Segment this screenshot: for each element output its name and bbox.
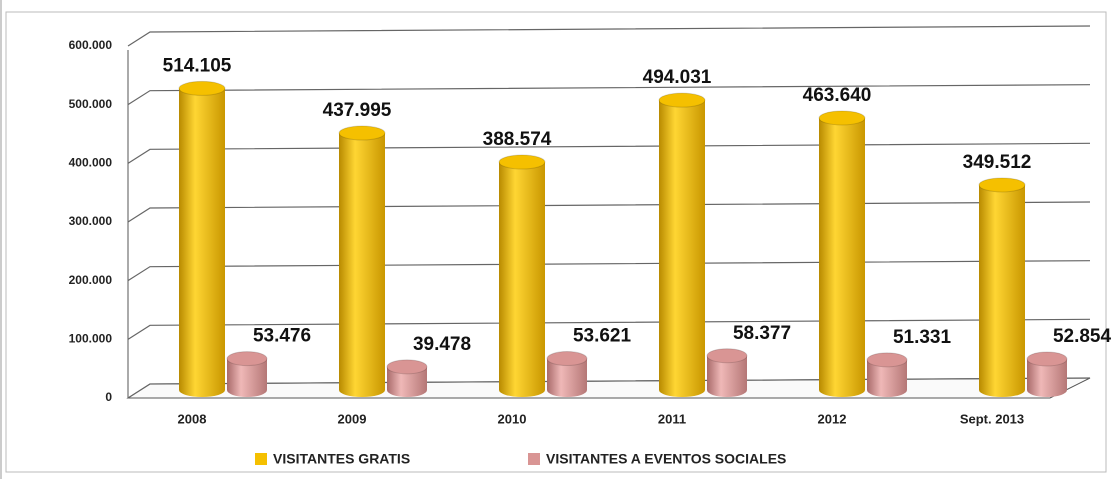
- bar-bottom: [819, 383, 865, 397]
- bar: [226, 351, 268, 397]
- x-tick-label: 2009: [338, 411, 367, 426]
- y-tick-label: 100.000: [69, 332, 113, 346]
- bar: [386, 359, 428, 397]
- bar-bottom: [339, 383, 385, 397]
- bar-top: [818, 110, 866, 126]
- bar-body: [499, 162, 545, 390]
- y-tick-label: 500.000: [69, 97, 113, 111]
- grid-line: [127, 201, 1091, 223]
- legend-label: VISITANTES A EVENTOS SOCIALES: [546, 451, 786, 467]
- legend-swatch: [528, 453, 540, 465]
- bar-top: [546, 351, 588, 367]
- grid-line: [127, 84, 1091, 106]
- bar: [866, 352, 908, 397]
- bar-top: [1026, 351, 1068, 367]
- bar-body: [819, 117, 865, 390]
- value-label: 437.995: [323, 100, 392, 121]
- x-tick-label: 2008: [178, 411, 207, 426]
- bar: [978, 177, 1026, 397]
- bar-bottom: [227, 383, 267, 397]
- bar: [178, 80, 226, 397]
- y-tick-label: 600.000: [69, 38, 113, 52]
- y-tick-label: 0: [105, 390, 112, 404]
- bar-body: [979, 184, 1025, 390]
- value-label: 52.854: [1053, 326, 1112, 347]
- bar-bottom: [707, 383, 747, 397]
- bar-body: [179, 88, 225, 391]
- grid-line: [127, 142, 1091, 164]
- legend-swatch: [255, 453, 267, 465]
- bar-top: [978, 177, 1026, 193]
- value-label: 494.031: [643, 67, 712, 88]
- bar-top: [178, 80, 226, 96]
- value-label: 39.478: [413, 334, 471, 355]
- legend-label: VISITANTES GRATIS: [273, 451, 410, 467]
- bar-bottom: [867, 383, 907, 397]
- bar: [498, 154, 546, 397]
- bar-top: [226, 351, 268, 367]
- grid-line: [127, 377, 1091, 399]
- bar-bottom: [179, 383, 225, 397]
- bar: [818, 110, 866, 397]
- bar: [1026, 351, 1068, 397]
- bar-top: [338, 125, 386, 141]
- value-label: 53.621: [573, 326, 632, 347]
- y-tick-label: 200.000: [69, 273, 113, 287]
- y-tick-label: 400.000: [69, 156, 113, 170]
- bar-top: [658, 92, 706, 108]
- bar-bottom: [659, 383, 705, 397]
- bar-top: [706, 348, 748, 364]
- bar-bottom: [499, 383, 545, 397]
- y-tick-label: 300.000: [69, 214, 113, 228]
- bar-bottom: [547, 383, 587, 397]
- x-tick-label: Sept. 2013: [960, 411, 1024, 426]
- value-label: 349.512: [963, 152, 1032, 173]
- bar-top: [866, 352, 908, 368]
- bar: [658, 92, 706, 397]
- value-label: 58.377: [733, 323, 791, 344]
- bar-bottom: [1027, 383, 1067, 397]
- frame: [5, 11, 1107, 473]
- bar-body: [339, 133, 385, 390]
- value-label: 463.640: [803, 85, 872, 106]
- value-label: 514.105: [163, 55, 232, 76]
- x-tick-label: 2011: [658, 411, 686, 426]
- bar: [338, 125, 386, 397]
- value-label: 53.476: [253, 326, 311, 347]
- grid-line: [127, 260, 1091, 282]
- grid-line: [127, 25, 1091, 47]
- bar-bottom: [387, 383, 427, 397]
- bar: [706, 348, 748, 397]
- bar-body: [659, 100, 705, 390]
- x-tick-label: 2010: [498, 411, 527, 426]
- bar-top: [498, 154, 546, 170]
- grid-line: [127, 318, 1091, 340]
- value-label: 388.574: [483, 129, 552, 150]
- x-tick-label: 2012: [818, 411, 847, 426]
- bar-top: [386, 359, 428, 375]
- value-label: 51.331: [893, 327, 952, 348]
- bar: [546, 351, 588, 397]
- bar-bottom: [979, 383, 1025, 397]
